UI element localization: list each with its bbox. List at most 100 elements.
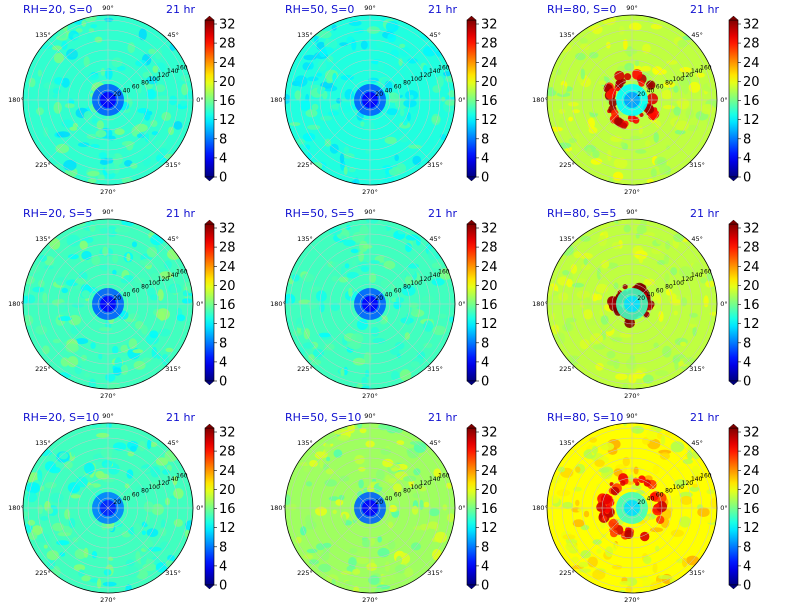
radial-tick-label: 120 <box>420 480 432 487</box>
angular-tick-label: 270° <box>100 596 116 604</box>
panel-1: 20 40 60 80 100 120 140 160 0° 45° 90° 135° 180° 225°… <box>0 0 262 204</box>
panel-2: 20 40 60 80 100 120 140 160 0° 45° 90° 135° 180° 225°… <box>262 0 524 204</box>
colorbar-tick-label: 32 <box>743 18 760 33</box>
colorbar-tick-label: 28 <box>743 37 760 52</box>
field-cell <box>133 360 146 370</box>
field-cell <box>50 492 64 503</box>
radial-tick-label: 140 <box>429 272 441 279</box>
colorbar-tick-label: 0 <box>743 171 751 186</box>
colorbar-tick-label: 4 <box>743 559 751 574</box>
field-cell <box>399 46 411 57</box>
field-cell <box>609 337 623 342</box>
field-cell <box>61 77 70 88</box>
polar-plot: 204060801001201401600°45°90°135°180°225°… <box>532 4 760 196</box>
colorbar <box>466 19 477 178</box>
field-cell <box>348 557 357 568</box>
field-cell <box>601 259 610 269</box>
field-cell <box>390 370 400 381</box>
field-cell <box>404 332 410 340</box>
field-cell <box>342 513 347 525</box>
panel-title: RH=80, S=0 <box>547 3 617 16</box>
field-cell <box>106 135 116 141</box>
field-cell <box>173 518 183 527</box>
radial-tick-label: 100 <box>148 280 160 287</box>
field-cell <box>344 263 350 269</box>
field-cell <box>302 62 311 71</box>
field-cell <box>703 517 716 524</box>
radial-tick-label: 100 <box>148 76 160 83</box>
field-cell <box>98 353 103 360</box>
field-cell <box>57 302 70 313</box>
radial-tick-label: 40 <box>385 291 393 298</box>
field-cell <box>396 555 403 564</box>
colorbar-tick-label: 32 <box>743 426 760 441</box>
field-cell <box>46 550 59 561</box>
eyewall-cell <box>624 317 635 328</box>
field-cell <box>340 74 354 81</box>
field-cell <box>379 327 384 340</box>
field-cell <box>328 226 342 235</box>
radial-tick-label: 160 <box>438 268 450 275</box>
field-cell <box>394 98 408 110</box>
field-cell <box>53 52 64 64</box>
panel-time: 21 hr <box>690 3 719 16</box>
eyewall-cell <box>620 122 628 130</box>
field-cell <box>549 495 560 504</box>
field-cell <box>380 319 386 325</box>
field-cell <box>622 382 629 389</box>
field-cell <box>111 57 123 68</box>
field-cell <box>703 295 709 308</box>
field-cell <box>306 301 318 310</box>
radial-tick-label: 100 <box>410 280 422 287</box>
angular-tick-label: 270° <box>362 596 378 604</box>
field-cell <box>600 315 609 325</box>
field-cell <box>64 103 75 109</box>
angular-tick-label: 180° <box>270 504 286 512</box>
field-cell <box>603 230 609 237</box>
field-cell <box>65 343 79 353</box>
field-cell <box>382 458 394 468</box>
field-cell <box>646 428 658 441</box>
polar-plot: 204060801001201401600°45°90°135°180°225°… <box>532 208 760 400</box>
field-cell <box>670 441 685 453</box>
colorbar-tick-label: 12 <box>219 113 236 128</box>
field-cell <box>149 330 159 339</box>
radial-tick-label: 60 <box>132 492 140 499</box>
radial-tick-label: 20 <box>375 91 383 98</box>
eyewall-cell <box>655 503 660 508</box>
field-cell <box>596 548 602 554</box>
radial-tick-label: 60 <box>656 492 664 499</box>
radial-tick-label: 140 <box>429 476 441 483</box>
field-cell <box>583 258 588 266</box>
colorbar-tick-label: 20 <box>481 279 498 294</box>
field-cell <box>95 129 107 138</box>
field-cell <box>348 20 362 27</box>
field-cell <box>60 357 70 367</box>
colorbar-tick-label: 28 <box>219 241 236 256</box>
field-cell <box>353 177 360 185</box>
field-cell <box>151 131 159 136</box>
field-cell <box>413 468 421 476</box>
field-cell <box>58 316 72 322</box>
field-cell <box>127 42 136 54</box>
field-cell <box>688 81 701 93</box>
eyewall-cell <box>631 69 643 80</box>
field-cell <box>126 253 131 262</box>
field-cell <box>571 556 579 563</box>
field-cell <box>571 109 580 114</box>
field-cell <box>130 445 137 452</box>
radial-tick-label: 140 <box>167 272 179 279</box>
field-cell <box>366 562 378 571</box>
angular-tick-label: 90° <box>626 412 638 420</box>
field-cell <box>679 67 692 73</box>
angular-tick-label: 45° <box>167 31 179 39</box>
radial-tick-label: 60 <box>394 492 402 499</box>
radial-tick-label: 80 <box>665 80 673 87</box>
field-cell <box>81 290 90 299</box>
field-cell <box>101 446 113 459</box>
field-cell <box>138 28 147 41</box>
colorbar-tick-label: 12 <box>743 317 760 332</box>
colorbar-tick-label: 24 <box>219 464 236 479</box>
field-cell <box>23 295 30 305</box>
field-cell <box>692 326 697 337</box>
